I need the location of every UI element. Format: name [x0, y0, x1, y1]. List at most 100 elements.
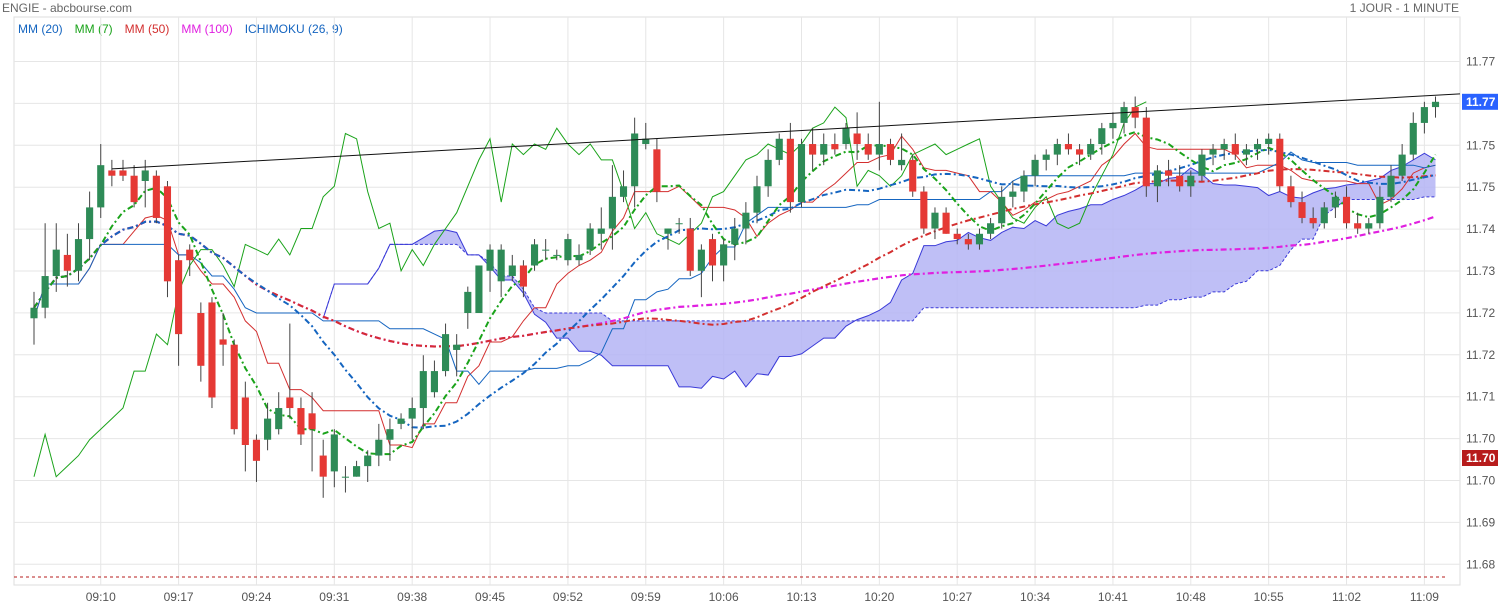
candle: [953, 228, 961, 245]
candle-body: [553, 254, 561, 256]
candle: [30, 291, 38, 345]
candle: [575, 244, 583, 266]
candle: [831, 133, 839, 155]
candle-body: [1376, 196, 1384, 224]
candle: [619, 170, 628, 203]
candle-body: [731, 228, 739, 245]
candle: [175, 254, 183, 366]
candle-body: [86, 207, 94, 240]
candle-body: [998, 196, 1006, 224]
y-tick-label: 11.70: [1466, 432, 1495, 446]
y-tick-label: 11.72: [1466, 306, 1495, 320]
candle-body: [1309, 217, 1317, 224]
legend-mm50[interactable]: MM (50): [124, 22, 170, 36]
candle-body: [1009, 191, 1017, 197]
candle-body: [864, 144, 872, 155]
candle-body: [1076, 149, 1084, 155]
x-tick-label: 09:10: [86, 590, 116, 604]
candle-body: [364, 455, 372, 467]
candle-body: [1331, 196, 1339, 208]
candle-body: [953, 233, 961, 240]
candle-body: [1342, 196, 1351, 224]
candle-body: [252, 439, 261, 461]
candle-body: [230, 344, 238, 430]
candle: [230, 339, 238, 435]
candle-body: [197, 313, 205, 366]
candle-body: [1409, 122, 1417, 155]
candle-body: [1387, 175, 1395, 197]
candle: [1120, 101, 1128, 134]
candle-body: [664, 228, 672, 234]
chart-period[interactable]: 1 JOUR - 1 MINUTE: [1349, 1, 1459, 15]
candle-body: [597, 228, 605, 234]
candle: [764, 149, 772, 197]
candle: [586, 223, 594, 255]
candle-body: [909, 159, 917, 192]
candle-body: [241, 397, 249, 445]
candle: [508, 254, 516, 282]
candle-body: [275, 408, 283, 430]
candle-body: [163, 186, 172, 282]
legend-ichimoku[interactable]: ICHIMOKU (26, 9): [244, 22, 343, 36]
candle: [341, 466, 350, 493]
candle: [1064, 133, 1073, 155]
candle: [519, 260, 527, 298]
candle: [697, 244, 705, 298]
y-tick-label: 11.71: [1466, 390, 1495, 404]
candle: [1187, 170, 1195, 197]
candle-body: [987, 223, 995, 234]
candle-body: [1120, 107, 1128, 123]
chikou-line: [33, 101, 1147, 478]
candle-body: [297, 408, 305, 435]
candle-body: [1354, 223, 1362, 229]
candle-body: [686, 228, 694, 271]
candle: [408, 397, 416, 440]
legend-mm7[interactable]: MM (7): [74, 22, 113, 36]
candle: [264, 402, 272, 451]
x-tick-label: 11:02: [1332, 590, 1361, 604]
candle-body: [775, 138, 783, 160]
candle: [886, 138, 895, 166]
candle-body: [575, 254, 583, 261]
candle-body: [1109, 122, 1117, 129]
candle-body: [964, 239, 972, 245]
candle-body: [931, 212, 939, 229]
candle-body: [175, 260, 183, 335]
candle: [998, 186, 1006, 229]
candle: [252, 434, 261, 482]
legend-mm100[interactable]: MM (100): [181, 22, 233, 36]
candle-body: [441, 334, 450, 372]
candle: [119, 159, 127, 181]
candle: [775, 133, 783, 166]
candle-body: [753, 186, 761, 213]
candle-body: [130, 175, 138, 203]
x-tick-label: 09:38: [397, 590, 427, 604]
candle-body: [308, 413, 316, 430]
candle: [63, 233, 71, 287]
candle-body: [74, 239, 83, 271]
legend-mm20[interactable]: MM (20): [18, 22, 63, 36]
candle: [675, 217, 683, 234]
candle: [1265, 133, 1273, 155]
senkou-span-a: [322, 152, 1436, 389]
candle-body: [742, 212, 750, 229]
candle: [820, 133, 828, 166]
candle: [330, 429, 338, 488]
x-tick-label: 10:13: [786, 590, 816, 604]
x-tick-label: 09:31: [319, 590, 349, 604]
chart-grid: [13, 16, 1461, 586]
candle-body: [152, 175, 160, 218]
reference-price-label: 11.70: [1466, 451, 1496, 465]
candle-body: [1231, 144, 1239, 155]
candles: [30, 96, 1440, 498]
candle-body: [419, 371, 427, 409]
candle: [497, 244, 505, 298]
candle-body: [475, 265, 483, 313]
ichimoku-cloud: [322, 152, 1436, 389]
candle: [731, 217, 739, 261]
candle-body: [853, 133, 861, 145]
candle-body: [1053, 144, 1061, 155]
candle: [386, 418, 394, 461]
reference-price-box: [1462, 450, 1498, 466]
